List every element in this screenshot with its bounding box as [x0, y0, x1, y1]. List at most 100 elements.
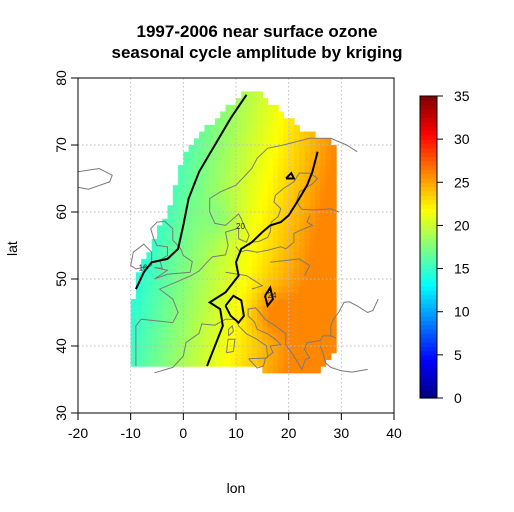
- heatmap-cell: [272, 366, 279, 374]
- heatmap-cell: [209, 185, 216, 193]
- heatmap-cell: [325, 145, 332, 153]
- heatmap-cell: [146, 319, 153, 327]
- heatmap-cell: [315, 312, 321, 320]
- heatmap-cell: [220, 238, 227, 247]
- heatmap-cell: [320, 218, 327, 226]
- heatmap-cell: [330, 178, 337, 186]
- heatmap-cell: [320, 352, 327, 360]
- heatmap-cell: [220, 145, 227, 153]
- heatmap-cell: [304, 238, 311, 247]
- heatmap-cell: [236, 285, 242, 293]
- heatmap-cell: [209, 312, 216, 320]
- colorbar-swatch: [420, 264, 437, 270]
- colorbar-swatch: [420, 104, 437, 110]
- heatmap-cell: [130, 312, 137, 320]
- heatmap-cell: [325, 252, 332, 260]
- heatmap-cell: [204, 131, 211, 139]
- heatmap-cell: [178, 359, 184, 367]
- heatmap-cell: [299, 232, 306, 240]
- heatmap-cell: [288, 238, 295, 247]
- heatmap-cell: [220, 285, 227, 293]
- heatmap-cell: [214, 205, 221, 213]
- heatmap-cell: [251, 185, 258, 193]
- heatmap-cell: [330, 158, 337, 166]
- heatmap-cell: [320, 212, 327, 220]
- heatmap-cell: [157, 299, 163, 307]
- heatmap-cell: [162, 238, 169, 247]
- heatmap-cell: [167, 346, 174, 354]
- heatmap-cell: [141, 332, 148, 340]
- colorbar-swatch: [420, 96, 437, 101]
- heatmap-cell: [325, 352, 332, 360]
- heatmap-cell: [288, 124, 295, 133]
- heatmap-cell: [188, 232, 195, 240]
- heatmap-cell: [236, 118, 242, 126]
- heatmap-cell: [278, 279, 284, 287]
- heatmap-cell: [220, 332, 227, 340]
- heatmap-cell: [315, 165, 321, 173]
- heatmap-cell: [299, 305, 306, 314]
- heatmap-cell: [209, 165, 216, 173]
- heatmap-cell: [299, 185, 306, 193]
- chart-title-line-1: 1997-2006 near surface ozone: [136, 22, 378, 41]
- heatmap-cell: [293, 366, 300, 374]
- heatmap-cell: [304, 319, 311, 327]
- colorbar-swatch: [420, 350, 437, 356]
- heatmap-cell: [257, 265, 263, 273]
- heatmap-cell: [188, 265, 195, 273]
- heatmap-cell: [167, 359, 174, 367]
- heatmap-cell: [257, 245, 263, 253]
- heatmap-cell: [299, 138, 306, 146]
- heatmap-cell: [209, 265, 216, 273]
- heatmap-cell: [283, 299, 290, 307]
- heatmap-cell: [135, 325, 142, 334]
- heatmap-cell: [151, 252, 158, 260]
- heatmap-cell: [320, 171, 327, 180]
- colorbar-swatch: [420, 385, 437, 390]
- heatmap-cell: [246, 258, 253, 267]
- heatmap-cell: [315, 292, 321, 300]
- heatmap-cell: [141, 325, 148, 334]
- heatmap-cell: [267, 339, 274, 347]
- colorbar-swatch: [420, 307, 437, 313]
- heatmap-cell: [209, 178, 216, 186]
- heatmap-cell: [299, 225, 306, 233]
- heatmap-cell: [230, 232, 237, 240]
- heatmap-cell: [162, 232, 169, 240]
- colorbar-swatch: [420, 190, 437, 196]
- heatmap-cell: [325, 212, 332, 220]
- heatmap-cell: [241, 359, 248, 367]
- heatmap-cell: [309, 191, 316, 200]
- heatmap-cell: [283, 212, 290, 220]
- heatmap-cell: [193, 178, 200, 186]
- heatmap-cell: [178, 279, 184, 287]
- heatmap-cell: [283, 292, 290, 300]
- heatmap-cell: [325, 151, 332, 159]
- heatmap-cell: [188, 352, 195, 360]
- heatmap-cell: [193, 305, 200, 314]
- heatmap-cell: [157, 312, 163, 320]
- heatmap-cell: [288, 225, 295, 233]
- heatmap-cell: [188, 339, 195, 347]
- heatmap-cell: [167, 205, 174, 213]
- heatmap-cell: [262, 325, 269, 334]
- heatmap-cell: [220, 346, 227, 354]
- heatmap-cell: [236, 258, 242, 267]
- heatmap-cell: [209, 245, 216, 253]
- heatmap-cell: [236, 265, 242, 273]
- heatmap-cell: [288, 158, 295, 166]
- heatmap-cell: [262, 198, 269, 206]
- heatmap-cell: [209, 225, 216, 233]
- heatmap-cell: [257, 191, 263, 200]
- heatmap-cell: [267, 352, 274, 360]
- heatmap-cell: [330, 265, 337, 273]
- heatmap-cell: [283, 151, 290, 159]
- heatmap-cell: [304, 191, 311, 200]
- heatmap-cell: [209, 339, 216, 347]
- heatmap-cell: [183, 191, 190, 200]
- heatmap-cell: [151, 339, 158, 347]
- contour-line: [206, 151, 319, 367]
- heatmap-cell: [236, 165, 242, 173]
- heatmap-cell: [162, 265, 169, 273]
- heatmap-cell: [188, 218, 195, 226]
